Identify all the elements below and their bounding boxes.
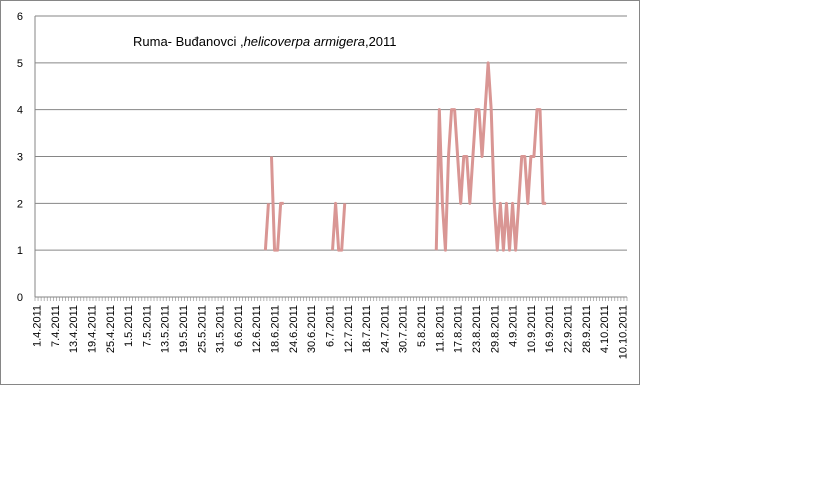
- x-tick-label: 13.5.2011: [160, 305, 172, 353]
- x-tick-label: 13.4.2011: [68, 305, 80, 353]
- y-tick-label: 5: [17, 58, 23, 70]
- x-tick-label: 25.5.2011: [196, 305, 208, 353]
- x-tick-label: 6.7.2011: [324, 305, 336, 347]
- x-tick-label: 1.5.2011: [123, 305, 135, 347]
- x-tick-label: 4.10.2011: [599, 305, 611, 353]
- x-tick-label: 10.9.2011: [526, 305, 538, 353]
- x-tick-label: 10.10.2011: [617, 305, 629, 359]
- x-tick-label: 28.9.2011: [581, 305, 593, 353]
- x-tick-label: 23.8.2011: [471, 305, 483, 353]
- y-tick-label: 3: [17, 152, 23, 164]
- chart-title-part: ,2011: [365, 34, 397, 49]
- x-tick-label: 30.6.2011: [306, 305, 318, 353]
- y-tick-label: 6: [17, 11, 23, 23]
- x-tick-label: 7.5.2011: [141, 305, 153, 347]
- x-tick-label: 19.5.2011: [178, 305, 190, 353]
- x-tick-label: 25.4.2011: [105, 305, 117, 353]
- chart-title-part: helicoverpa armigera: [244, 34, 365, 49]
- x-tick-label: 29.8.2011: [489, 305, 501, 353]
- x-tick-label: 18.7.2011: [361, 305, 373, 353]
- x-tick-label: 18.6.2011: [270, 305, 282, 353]
- x-tick-label: 5.8.2011: [416, 305, 428, 347]
- x-tick-label: 31.5.2011: [215, 305, 227, 353]
- x-tick-label: 7.4.2011: [50, 305, 62, 347]
- y-tick-label: 1: [17, 245, 23, 257]
- series-abundance: [263, 61, 547, 252]
- y-tick-label: 0: [17, 292, 23, 304]
- series-line-segment: [263, 203, 270, 251]
- x-tick-label: 19.4.2011: [86, 305, 98, 353]
- x-tick-label: 6.6.2011: [233, 305, 245, 347]
- x-tick-label: 12.6.2011: [251, 305, 263, 353]
- x-tick-label: 22.9.2011: [562, 305, 574, 353]
- x-tick-label: 24.6.2011: [288, 305, 300, 353]
- x-tick-label: 17.8.2011: [453, 305, 465, 353]
- y-axis: 0 1 2 3 4 5 6: [17, 11, 36, 304]
- chart-title: Ruma- Buđanovci ,helicoverpa armigera,20…: [133, 34, 397, 49]
- series-line-segment: [434, 61, 547, 252]
- chart-frame: [0, 0, 640, 385]
- x-tick-label: 16.9.2011: [544, 305, 556, 353]
- series-line-segment: [331, 201, 347, 252]
- x-tick-label: 12.7.2011: [343, 305, 355, 353]
- x-tick-label: 30.7.2011: [398, 305, 410, 353]
- x-tick-label: 4.9.2011: [508, 305, 520, 347]
- x-axis: 1.4.2011 7.4.2011 13.4.2011 19.4.2011 25.4.2…: [32, 296, 629, 359]
- chart-title-part: Ruma- Buđanovci ,: [133, 34, 244, 49]
- grid-lines: [35, 15, 627, 251]
- x-tick-label: 11.8.2011: [434, 305, 446, 352]
- x-tick-label: 24.7.2011: [379, 305, 391, 353]
- y-tick-label: 4: [17, 105, 23, 117]
- y-tick-label: 2: [17, 198, 23, 210]
- x-tick-label: 1.4.2011: [32, 305, 44, 347]
- series-line-segment: [269, 156, 284, 252]
